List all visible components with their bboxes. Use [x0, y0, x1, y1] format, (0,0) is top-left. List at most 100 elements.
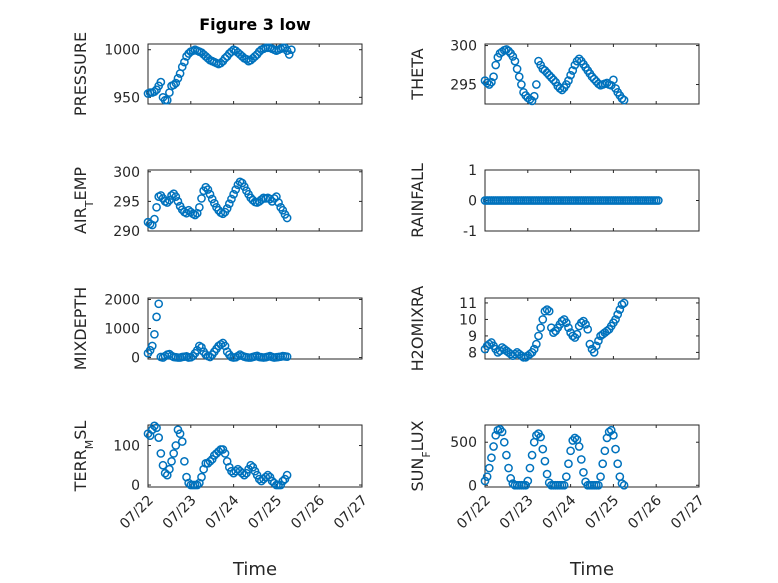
data-point: [527, 96, 537, 106]
data-point: [512, 64, 522, 74]
data-point: [566, 446, 575, 456]
data-point: [544, 306, 554, 316]
data-point: [542, 305, 552, 314]
data-point: [499, 437, 509, 447]
data-point: [572, 329, 582, 339]
data-point: [263, 470, 273, 480]
data-point: [574, 54, 584, 64]
data-point: [489, 442, 498, 451]
subplot-mixdepth: 0 1000 2000 MIXDEPTH: [71, 287, 363, 370]
data-point: [205, 189, 215, 199]
y-tick-label: 1000: [104, 43, 140, 59]
x-tick-label: 07/23: [160, 493, 200, 533]
data-point: [177, 62, 187, 72]
data-point: [619, 95, 629, 105]
data-point: [180, 456, 189, 466]
data-point: [197, 194, 206, 203]
data-point: [508, 52, 518, 61]
data-point: [542, 68, 552, 78]
data-point: [282, 213, 292, 223]
data-point: [611, 315, 620, 324]
data-point: [482, 472, 492, 482]
data-point: [207, 194, 217, 204]
data-point: [239, 182, 249, 191]
data-series: [480, 424, 629, 490]
data-point: [587, 72, 597, 82]
axes-box: [484, 424, 700, 488]
data-point: [491, 430, 501, 440]
data-point: [549, 328, 558, 337]
y-tick-label: 500: [450, 435, 477, 451]
y-axis-label-main: THETA: [408, 48, 427, 100]
y-tick-label: 1000: [104, 322, 140, 338]
data-point: [197, 343, 206, 352]
data-series: [143, 421, 292, 490]
y-tick-label: 0: [131, 351, 140, 367]
x-tick-label: 07/26: [288, 492, 328, 532]
y-axis-label-main: MIXDEPTH: [71, 287, 90, 370]
y-axis-label-tail: EMP: [71, 167, 90, 201]
data-series: [480, 196, 663, 205]
data-point: [278, 205, 288, 215]
data-point: [525, 463, 535, 473]
data-point: [287, 45, 296, 55]
data-point: [568, 331, 578, 341]
data-point: [205, 352, 215, 362]
data-point: [615, 305, 625, 314]
y-axis-label-main: AIR: [71, 207, 90, 234]
data-point: [574, 442, 584, 451]
data-point: [282, 352, 292, 362]
y-tick-label: 0: [468, 478, 477, 494]
data-point: [482, 78, 492, 88]
x-tick-label: 07/24: [203, 492, 243, 532]
data-point: [594, 336, 603, 346]
data-point: [617, 300, 627, 309]
data-point: [220, 449, 230, 458]
data-point: [529, 344, 539, 354]
data-point: [529, 91, 539, 101]
x-tick-label: 07/26: [625, 492, 665, 532]
data-point: [278, 476, 288, 486]
data-point: [224, 199, 234, 209]
data-point: [274, 198, 283, 207]
x-tick-label: 07/25: [245, 493, 285, 533]
y-tick-label: 950: [113, 90, 140, 106]
data-point: [495, 424, 505, 434]
y-tick-label: -1: [463, 224, 477, 240]
data-point: [150, 214, 159, 224]
x-tick-label: 07/24: [540, 492, 580, 532]
data-point: [555, 84, 565, 93]
y-tick-label: 10: [459, 312, 477, 328]
data-point: [504, 46, 513, 56]
y-axis-label-main: SUN: [408, 458, 427, 492]
x-tick-label: 07/27: [668, 493, 708, 533]
data-point: [195, 202, 204, 212]
x-tick-label: 07/27: [331, 493, 371, 533]
data-point: [171, 78, 181, 88]
y-tick-label: 2000: [104, 292, 140, 308]
subplot-theta: 295 300 THETA: [408, 39, 700, 106]
data-point: [594, 480, 603, 490]
y-tick-label: 300: [113, 165, 140, 181]
data-point: [540, 306, 550, 316]
data-point: [261, 472, 271, 482]
data-point: [484, 80, 494, 89]
data-point: [598, 459, 608, 469]
data-point: [222, 204, 232, 213]
data-point: [203, 185, 213, 194]
data-point: [152, 423, 161, 433]
y-axis-label-main: TERR: [71, 449, 90, 492]
data-point: [169, 80, 179, 90]
data-point: [167, 191, 176, 200]
data-point: [152, 202, 161, 212]
data-point: [173, 197, 183, 206]
data-point: [165, 464, 174, 474]
y-tick-label: 100: [113, 439, 140, 455]
data-series: [143, 299, 292, 362]
data-series: [480, 298, 629, 362]
data-point: [165, 195, 174, 205]
data-point: [564, 459, 573, 469]
data-point: [568, 436, 578, 445]
axes-box: [147, 169, 363, 232]
